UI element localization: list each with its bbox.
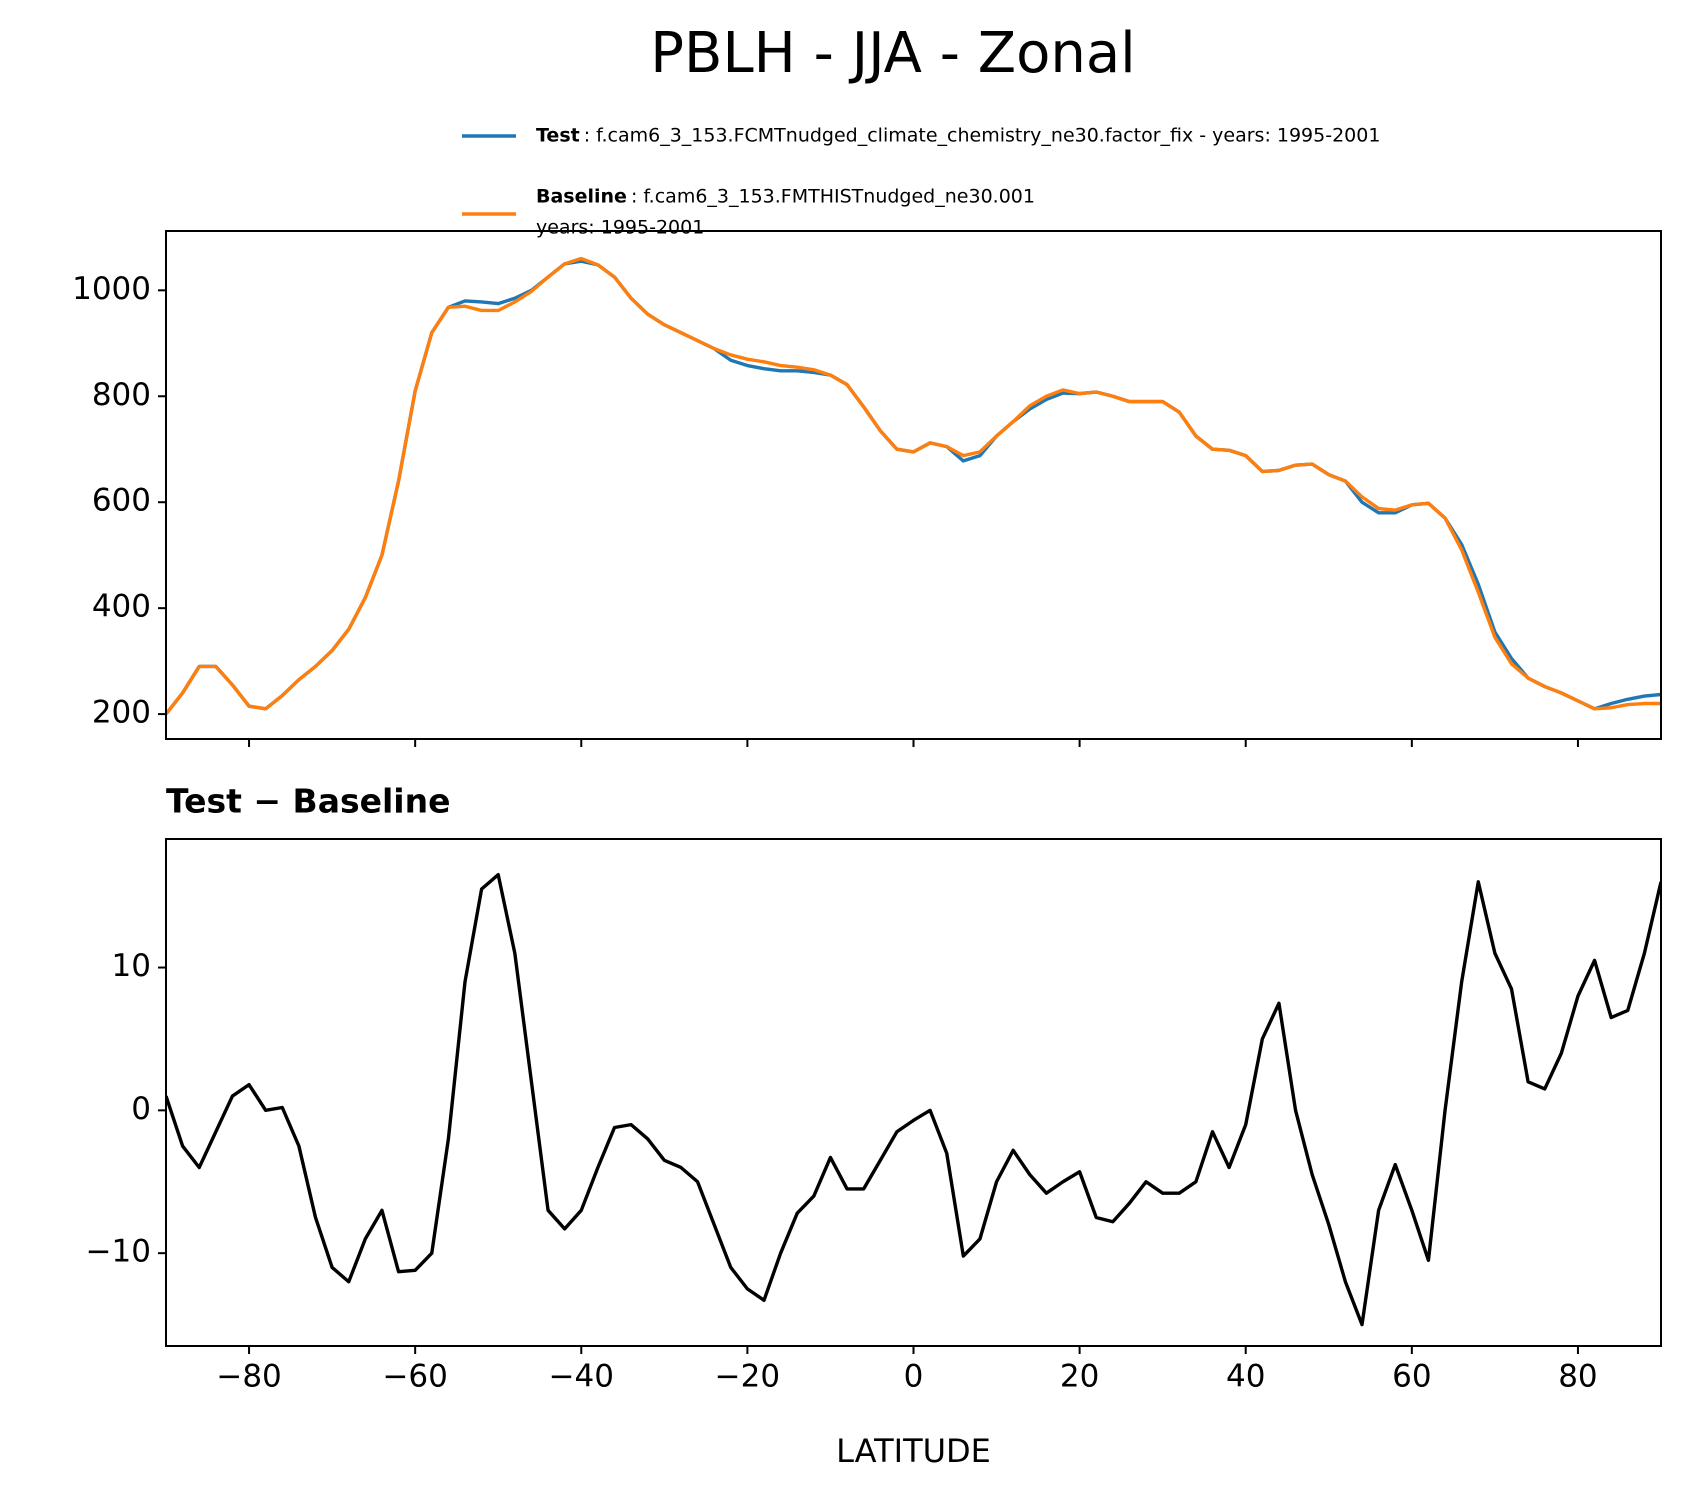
y-tick-label: 400 — [92, 589, 151, 625]
x-tick-label: 60 — [1392, 1359, 1431, 1395]
figure-title: PBLH - JJA - Zonal — [650, 21, 1135, 86]
legend-name: Test — [536, 125, 580, 147]
y-tick-label: 10 — [112, 948, 151, 984]
legend-text: : f.cam6_3_153.FMTHISTnudged_ne30.001 — [631, 186, 1035, 208]
x-tick-label: −20 — [715, 1359, 780, 1395]
x-tick-label: −40 — [549, 1359, 614, 1395]
y-tick-label: 0 — [131, 1091, 151, 1127]
y-tick-label: 1000 — [72, 271, 151, 307]
x-tick-label: 20 — [1060, 1359, 1099, 1395]
x-tick-label: 80 — [1558, 1359, 1597, 1395]
y-tick-label: 200 — [92, 695, 151, 731]
x-tick-label: 40 — [1226, 1359, 1265, 1395]
y-tick-label: 600 — [92, 483, 151, 519]
legend-name: Baseline — [536, 186, 627, 208]
legend-text: : f.cam6_3_153.FCMTnudged_climate_chemis… — [584, 125, 1381, 147]
data-line — [166, 256, 1661, 716]
legend-text: years: 1995-2001 — [536, 217, 704, 239]
x-tick-label: 0 — [904, 1359, 924, 1395]
y-tick-label: −10 — [86, 1234, 151, 1270]
axes-title: Test − Baseline — [166, 782, 451, 821]
x-axis-label: LATITUDE — [836, 1432, 991, 1470]
x-tick-label: −60 — [382, 1359, 447, 1395]
x-tick-label: −80 — [216, 1359, 281, 1395]
y-tick-label: 800 — [92, 377, 151, 413]
data-line — [166, 873, 1661, 1327]
